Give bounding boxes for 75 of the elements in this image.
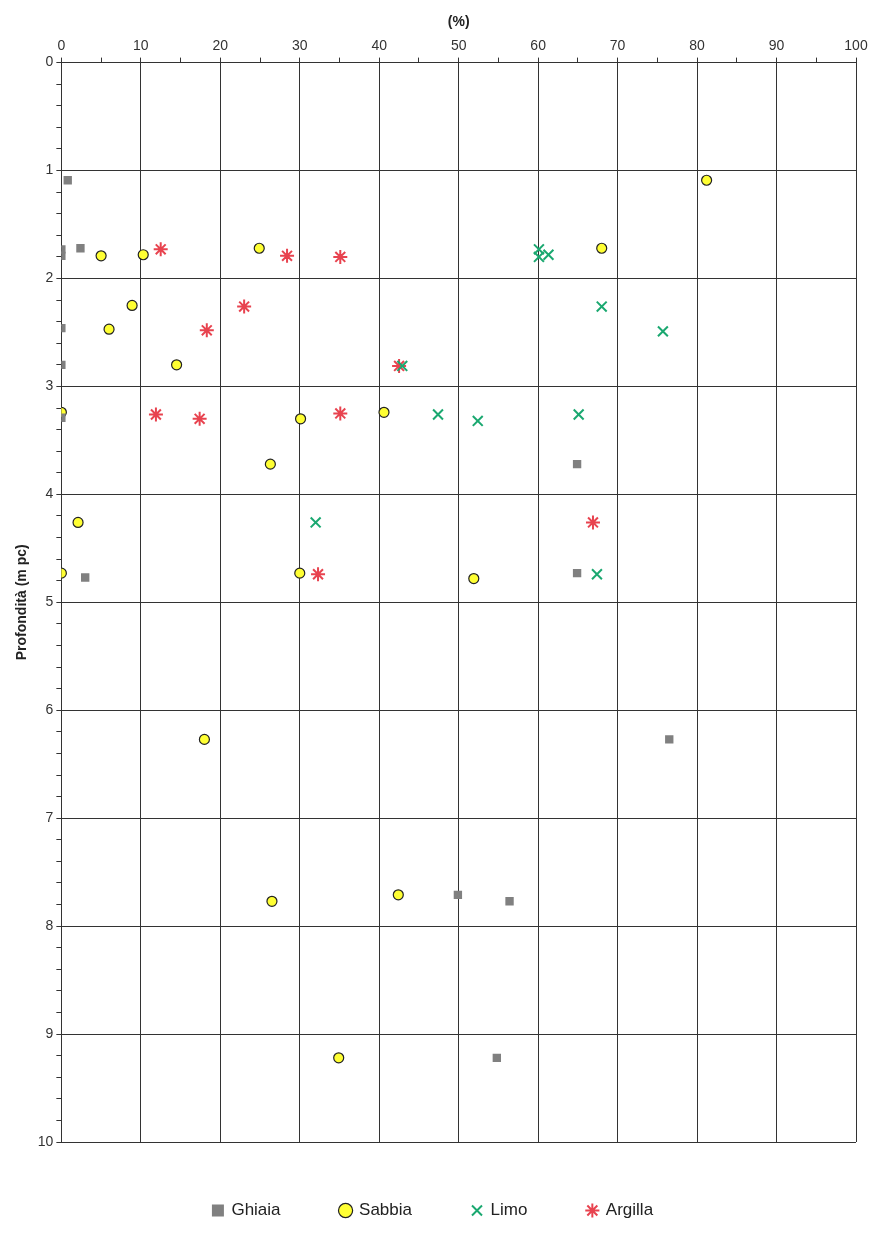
point xyxy=(471,415,484,427)
point xyxy=(505,897,514,906)
x-tick-label: 80 xyxy=(689,37,706,54)
x-tick-label: 0 xyxy=(57,37,66,54)
y-tick-label: 4 xyxy=(45,485,54,502)
x-tick-label: 60 xyxy=(530,37,547,54)
point xyxy=(81,573,90,582)
point xyxy=(198,322,215,339)
point xyxy=(332,405,349,422)
point xyxy=(95,250,107,262)
y-tick-label: 9 xyxy=(45,1024,54,1041)
point xyxy=(656,325,669,338)
y-tick-label: 1 xyxy=(45,161,54,178)
point xyxy=(170,359,183,371)
point xyxy=(137,249,149,261)
y-axis-title: Profondità (m pc) xyxy=(13,544,30,661)
point xyxy=(378,406,390,418)
y-tick-label: 7 xyxy=(45,809,54,826)
x-tick-label: 50 xyxy=(450,37,467,54)
point xyxy=(591,568,603,581)
point xyxy=(152,241,169,258)
x-tick-label: 10 xyxy=(133,37,149,54)
point xyxy=(332,248,349,265)
legend-label: Sabbia xyxy=(359,1200,413,1220)
x-tick-label: 20 xyxy=(212,37,229,54)
point xyxy=(76,244,85,253)
legend-label: Ghiaia xyxy=(231,1200,282,1220)
point xyxy=(126,299,138,312)
point xyxy=(584,514,601,531)
point xyxy=(103,323,115,335)
x-tick-label: 70 xyxy=(609,37,626,54)
point xyxy=(596,242,608,254)
point xyxy=(572,568,582,578)
x-tick-label: 100 xyxy=(844,37,868,54)
point xyxy=(391,357,408,374)
point xyxy=(572,408,585,421)
y-tick-label: 0 xyxy=(45,53,54,70)
y-tick-label: 10 xyxy=(37,1132,54,1149)
point xyxy=(236,298,253,315)
point xyxy=(595,300,608,313)
point xyxy=(396,359,409,372)
x-tick-label: 30 xyxy=(291,37,308,54)
y-tick-label: 2 xyxy=(45,269,54,286)
point xyxy=(492,1053,502,1062)
y-tick-label: 8 xyxy=(45,916,54,933)
point xyxy=(294,413,307,425)
x-tick-label: 90 xyxy=(768,37,785,54)
point xyxy=(198,733,211,745)
y-tick-label: 3 xyxy=(45,377,54,394)
point xyxy=(63,176,72,185)
point xyxy=(147,406,164,423)
point xyxy=(266,895,278,907)
point xyxy=(279,247,296,264)
point xyxy=(701,174,713,186)
point xyxy=(392,889,404,901)
point xyxy=(294,567,306,579)
point xyxy=(453,890,463,899)
point xyxy=(309,516,322,529)
legend-label: Limo xyxy=(490,1200,528,1220)
point xyxy=(572,459,582,469)
point xyxy=(542,248,555,261)
y-tick-label: 5 xyxy=(45,593,54,610)
point xyxy=(333,1052,345,1064)
legend-label: Argilla xyxy=(605,1200,654,1220)
point xyxy=(253,242,265,254)
point xyxy=(468,572,480,585)
x-tick-label: 40 xyxy=(371,37,388,54)
point xyxy=(310,566,327,583)
point xyxy=(665,735,674,744)
point xyxy=(264,458,276,470)
point xyxy=(72,516,84,529)
x-axis-title: (%) xyxy=(447,13,470,30)
y-tick-label: 6 xyxy=(45,701,54,718)
point xyxy=(191,410,208,427)
point xyxy=(432,408,444,421)
